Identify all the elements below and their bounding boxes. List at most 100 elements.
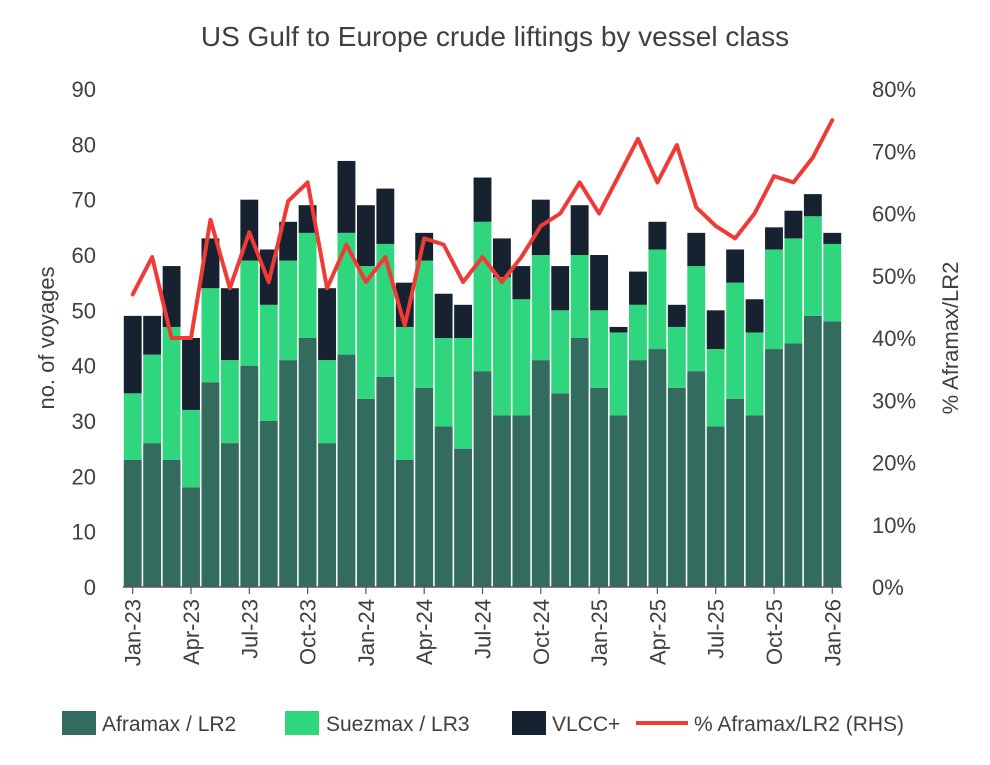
bar-suezmax-sep-25: [745, 332, 764, 416]
bar-suezmax-aug-23: [259, 304, 278, 421]
bar-vlcc-feb-25: [609, 326, 628, 333]
y-tick-label: 20: [72, 464, 96, 489]
bar-aframax-mar-25: [629, 360, 647, 587]
x-tick-label: Oct-25: [762, 599, 787, 665]
bar-vlcc-jan-25: [590, 255, 609, 311]
y2-tick-label: 30%: [872, 388, 916, 413]
legend-swatch-1: [285, 711, 319, 735]
bar-suezmax-sep-23: [279, 260, 298, 361]
bar-suezmax-may-25: [667, 326, 686, 388]
bar-vlcc-jan-23: [123, 315, 142, 394]
bar-aframax-sep-24: [512, 415, 531, 587]
bar-aframax-oct-23: [298, 338, 317, 587]
bar-vlcc-aug-25: [726, 249, 745, 283]
bar-vlcc-jul-24: [473, 177, 492, 222]
bar-vlcc-nov-24: [551, 266, 570, 311]
bar-aframax-jun-23: [220, 443, 239, 587]
y-tick-label: 50: [72, 298, 96, 323]
bar-vlcc-may-25: [667, 304, 686, 327]
x-tick-label: Apr-23: [179, 599, 204, 665]
bar-suezmax-feb-23: [143, 354, 162, 444]
bar-aframax-nov-23: [318, 443, 336, 587]
bar-suezmax-aug-24: [492, 277, 511, 416]
bar-aframax-jan-26: [823, 321, 842, 587]
bar-aframax-may-25: [667, 387, 686, 587]
bar-vlcc-dec-24: [570, 205, 589, 255]
bar-vlcc-jul-25: [706, 310, 725, 350]
y-tick-label: 40: [72, 354, 96, 379]
x-tick-label: Jul-23: [237, 599, 262, 659]
x-tick-label: Apr-25: [645, 599, 670, 665]
bar-aframax-dec-23: [337, 354, 356, 587]
y2-tick-label: 20%: [872, 451, 916, 476]
y-tick-label: 30: [72, 409, 96, 434]
bar-suezmax-oct-24: [531, 255, 550, 361]
bar-vlcc-jan-24: [356, 205, 375, 267]
bar-suezmax-jan-24: [356, 266, 375, 399]
bar-aframax-jul-25: [706, 426, 725, 587]
x-tick-label: Jan-25: [587, 599, 612, 666]
bar-suezmax-dec-23: [337, 232, 356, 355]
bar-aframax-jan-23: [123, 459, 142, 587]
bar-suezmax-dec-25: [803, 216, 822, 316]
bar-suezmax-apr-23: [182, 409, 200, 488]
bar-vlcc-jan-26: [823, 232, 842, 244]
bar-suezmax-jun-23: [220, 360, 239, 444]
y2-tick-label: 0%: [872, 575, 904, 600]
bar-suezmax-nov-23: [318, 360, 336, 444]
x-tick-label: Oct-24: [529, 599, 554, 665]
bar-vlcc-jun-25: [687, 232, 706, 267]
y-axis-title: no. of voyages: [34, 266, 59, 409]
x-tick-label: Jul-24: [471, 599, 496, 659]
legend-label-0: Aframax / LR2: [102, 713, 236, 736]
bar-aframax-aug-23: [259, 421, 278, 587]
bar-vlcc-sep-24: [512, 266, 531, 300]
bar-aframax-jan-25: [590, 387, 609, 587]
x-tick-label: Jan-26: [820, 599, 845, 666]
bar-aframax-nov-24: [551, 393, 570, 587]
y2-axis-title: % Aframax/LR2: [938, 262, 963, 415]
y-tick-label: 60: [72, 243, 96, 268]
y-tick-label: 10: [72, 520, 96, 545]
bar-suezmax-jun-24: [454, 338, 473, 449]
legend-swatch-0: [62, 711, 96, 735]
bar-suezmax-jul-23: [240, 260, 259, 366]
y2-tick-label: 80%: [872, 77, 916, 102]
bar-suezmax-aug-25: [726, 282, 745, 399]
bar-vlcc-oct-25: [765, 227, 783, 250]
bar-vlcc-apr-25: [648, 221, 667, 250]
bar-suezmax-jun-25: [687, 266, 706, 372]
bar-aframax-jan-24: [356, 398, 375, 587]
bar-aframax-jun-24: [454, 448, 473, 587]
bar-aframax-mar-24: [395, 459, 414, 587]
bar-aframax-may-24: [434, 426, 453, 587]
bar-aframax-dec-25: [803, 315, 822, 587]
bar-aframax-aug-24: [492, 415, 511, 587]
bar-vlcc-aug-24: [492, 238, 511, 278]
bar-aframax-feb-25: [609, 415, 628, 587]
bar-vlcc-nov-25: [784, 210, 803, 239]
bar-suezmax-apr-25: [648, 249, 667, 350]
y2-tick-label: 60%: [872, 202, 916, 227]
y2-tick-label: 40%: [872, 326, 916, 351]
x-tick-label: Oct-23: [296, 599, 321, 665]
bar-suezmax-jul-25: [706, 349, 725, 427]
bar-suezmax-sep-24: [512, 299, 531, 416]
bar-aframax-jun-25: [687, 371, 706, 587]
bar-suezmax-oct-25: [765, 249, 783, 350]
bar-vlcc-feb-24: [376, 188, 395, 244]
y2-tick-label: 50%: [872, 264, 916, 289]
bar-vlcc-sep-23: [279, 221, 298, 261]
bar-aframax-dec-24: [570, 338, 589, 587]
bar-aframax-mar-23: [162, 459, 181, 587]
line-aframax-share: [130, 118, 835, 340]
bar-vlcc-dec-23: [337, 160, 356, 233]
bar-suezmax-jul-24: [473, 221, 492, 372]
bar-aframax-sep-25: [745, 415, 764, 587]
bars-group: [123, 160, 842, 587]
bar-aframax-aug-25: [726, 398, 745, 587]
bar-suezmax-apr-24: [415, 260, 434, 388]
bar-vlcc-may-24: [434, 293, 453, 338]
